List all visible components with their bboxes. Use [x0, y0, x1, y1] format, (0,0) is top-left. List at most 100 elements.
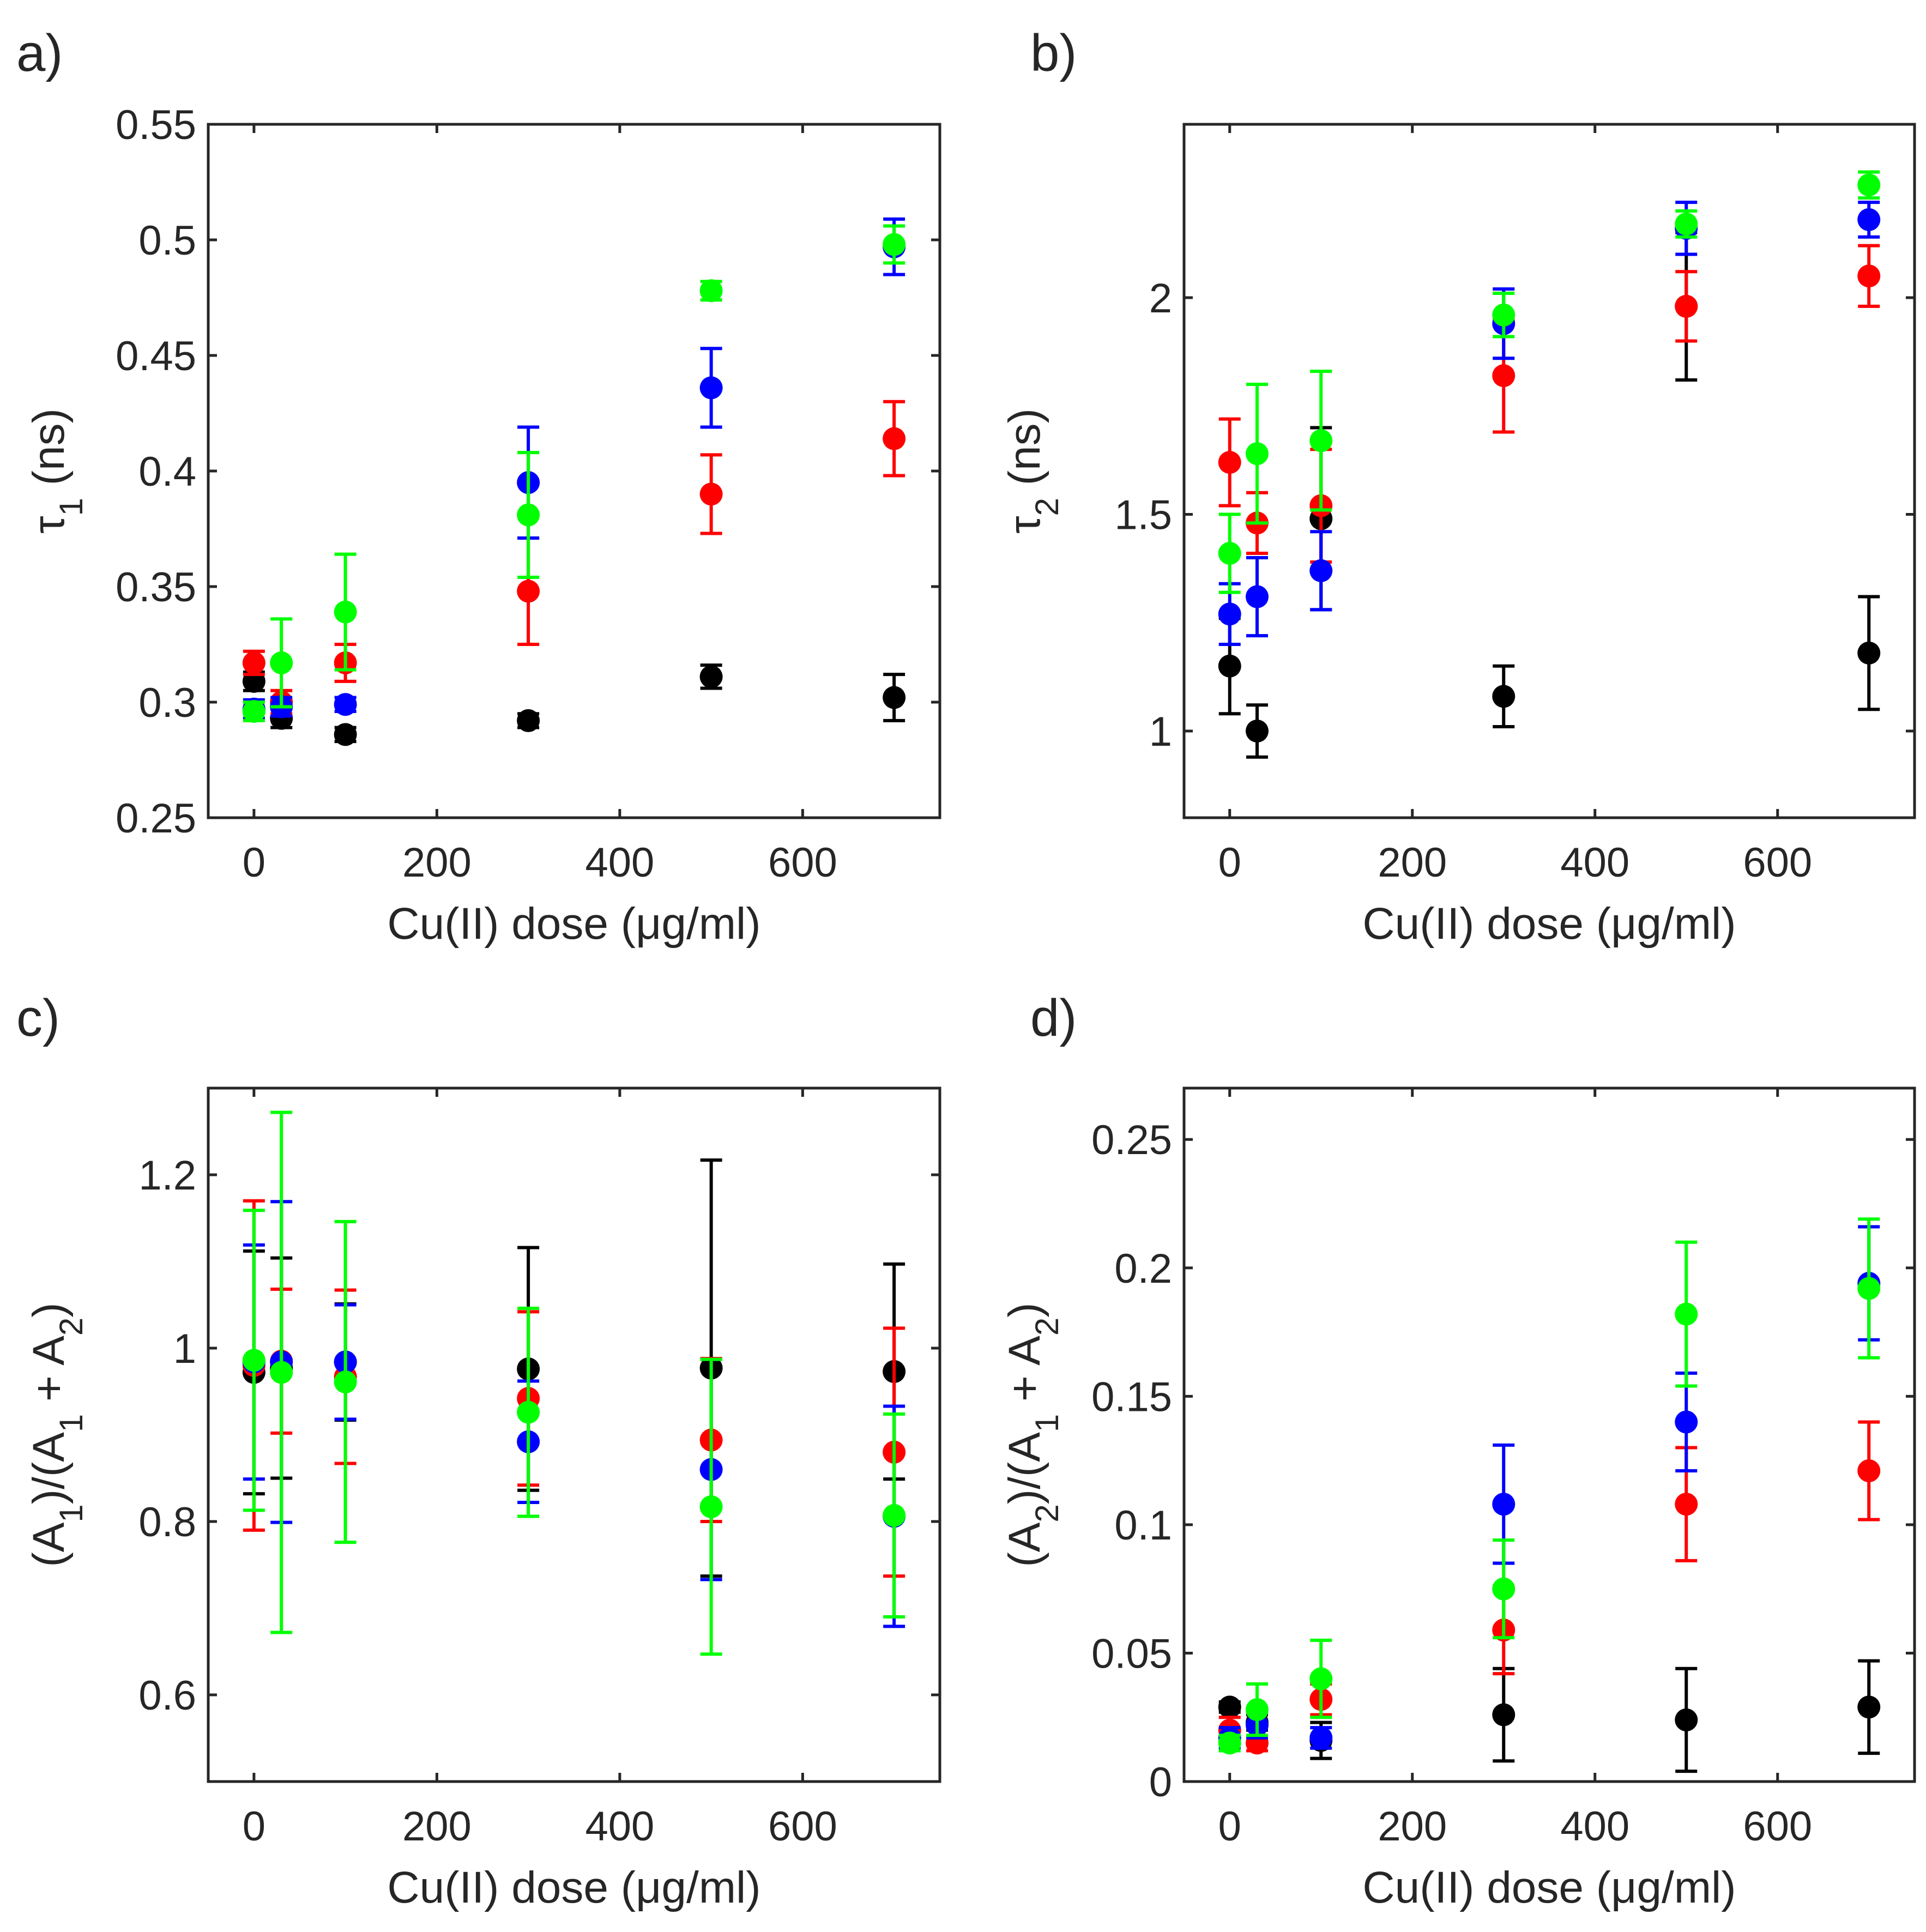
y-tick-label: 0.15: [1091, 1374, 1172, 1420]
data-point-blue: [1857, 208, 1881, 231]
data-point-black: [1857, 641, 1881, 665]
data-point-black: [1246, 720, 1269, 742]
y-tick-label: 0.2: [1114, 1246, 1172, 1292]
data-point-green: [1309, 429, 1333, 452]
data-point-green: [270, 1361, 293, 1384]
y-tick-label: 1: [1149, 709, 1172, 755]
data-point-black: [1218, 1695, 1241, 1719]
data-point-green: [1675, 212, 1698, 236]
series-green: [242, 1110, 906, 1656]
y-tick-label: 1.2: [138, 1152, 196, 1199]
data-point-green: [1246, 442, 1269, 466]
y-tick-label: 0.6: [138, 1673, 196, 1719]
plot-area-c: [207, 1086, 941, 1783]
y-tick-label: 0.25: [1091, 1117, 1172, 1163]
data-point-green: [699, 279, 723, 303]
data-point-green: [334, 1370, 357, 1394]
x-tick-label: 400: [585, 840, 654, 886]
data-point-red: [1857, 1459, 1881, 1482]
data-point-red: [1675, 1493, 1698, 1516]
series-green: [242, 224, 906, 723]
y-tick-label: 0.45: [116, 333, 196, 379]
x-tick-label: 600: [768, 1803, 837, 1850]
plot-area-d: [1182, 1086, 1916, 1783]
data-point-blue: [1246, 585, 1269, 608]
data-point-red: [1857, 264, 1881, 288]
y-tick-label: 1.5: [1114, 492, 1172, 539]
data-point-black: [517, 709, 540, 732]
data-point-green: [517, 1400, 540, 1424]
panel-a: a) 0 200 400 600 0.25 0.3 0.35 0.4 0.45 0.5 0.55 Cu(…: [16, 24, 941, 949]
y-tick-label: 0.3: [138, 680, 196, 726]
data-point-black: [1218, 654, 1241, 678]
x-tick-label: 200: [1378, 1803, 1447, 1850]
data-point-blue: [334, 693, 357, 716]
data-point-green: [270, 651, 293, 674]
data-point-green: [517, 503, 540, 527]
y-tick-label: 1: [173, 1326, 196, 1372]
y-tick-label: 0.8: [138, 1499, 196, 1545]
data-point-green: [1309, 1667, 1333, 1690]
data-point-black: [334, 723, 357, 746]
data-point-green: [883, 233, 906, 256]
data-point-green: [1246, 1698, 1269, 1722]
data-point-blue: [1218, 602, 1241, 626]
data-point-green: [1857, 173, 1881, 197]
x-axis-label: Cu(II) dose (μg/ml): [1362, 899, 1736, 949]
x-tick-label: 600: [1743, 1803, 1812, 1850]
x-tick-label: 400: [1560, 840, 1629, 886]
y-tick-label: 0.05: [1091, 1631, 1172, 1677]
panel-label-c: c): [16, 989, 60, 1047]
data-point-blue: [1492, 1493, 1516, 1516]
x-tick-label: 400: [1560, 1803, 1629, 1850]
panel-label-b: b): [1030, 24, 1077, 82]
y-tick-label: 0.4: [138, 449, 196, 495]
panel-d: d) 0 200 400 600 0 0.05 0.1 0.15 0.2 0.25 Cu(II) do…: [1000, 989, 1916, 1912]
data-point-green: [1492, 1577, 1516, 1601]
plot-area-b: [1182, 123, 1916, 819]
x-tick-label: 200: [1378, 840, 1447, 886]
data-point-red: [699, 482, 723, 506]
data-point-blue: [1309, 1726, 1333, 1749]
data-point-black: [1675, 1708, 1698, 1731]
y-tick-label: 0: [1149, 1759, 1172, 1806]
y-tick-label: 0.1: [1114, 1502, 1172, 1549]
data-point-blue: [1675, 1410, 1698, 1434]
y-tick-label: 0.5: [138, 218, 196, 264]
x-tick-label: 600: [1743, 840, 1812, 886]
data-point-red: [1492, 364, 1516, 388]
data-point-green: [699, 1495, 723, 1518]
data-point-red: [517, 579, 540, 603]
y-tick-label: 0.55: [116, 102, 196, 148]
panel-label-a: a): [16, 24, 63, 82]
panel-c: c) 0 200 400 600 0.6 0.8 1 1.2 Cu(II) dose (μg/ml…: [16, 989, 941, 1912]
x-tick-label: 0: [1218, 840, 1241, 886]
data-point-green: [1492, 303, 1516, 327]
x-tick-label: 200: [402, 840, 472, 886]
data-point-black: [1492, 1703, 1516, 1726]
data-point-red: [1675, 294, 1698, 318]
x-tick-label: 0: [243, 840, 265, 886]
x-tick-label: 0: [1218, 1803, 1241, 1850]
data-point-green: [883, 1504, 906, 1527]
y-tick-label: 0.25: [116, 795, 196, 842]
x-tick-label: 400: [585, 1803, 654, 1850]
data-point-green: [1218, 542, 1241, 565]
panel-label-d: d): [1030, 989, 1077, 1047]
series-green: [1218, 1217, 1881, 1755]
data-point-black: [1857, 1695, 1881, 1719]
x-axis-label: Cu(II) dose (μg/ml): [387, 1863, 760, 1912]
x-tick-label: 200: [402, 1803, 472, 1850]
y-tick-label: 0.35: [116, 564, 196, 611]
x-tick-label: 600: [768, 840, 837, 886]
data-point-blue: [699, 376, 723, 400]
series-green: [1218, 170, 1881, 594]
data-point-green: [242, 699, 265, 723]
data-point-red: [883, 427, 906, 450]
data-point-green: [1675, 1302, 1698, 1326]
x-axis-label: Cu(II) dose (μg/ml): [1362, 1863, 1736, 1912]
data-point-green: [1857, 1277, 1881, 1300]
data-point-black: [699, 665, 723, 689]
x-tick-label: 0: [243, 1803, 265, 1850]
